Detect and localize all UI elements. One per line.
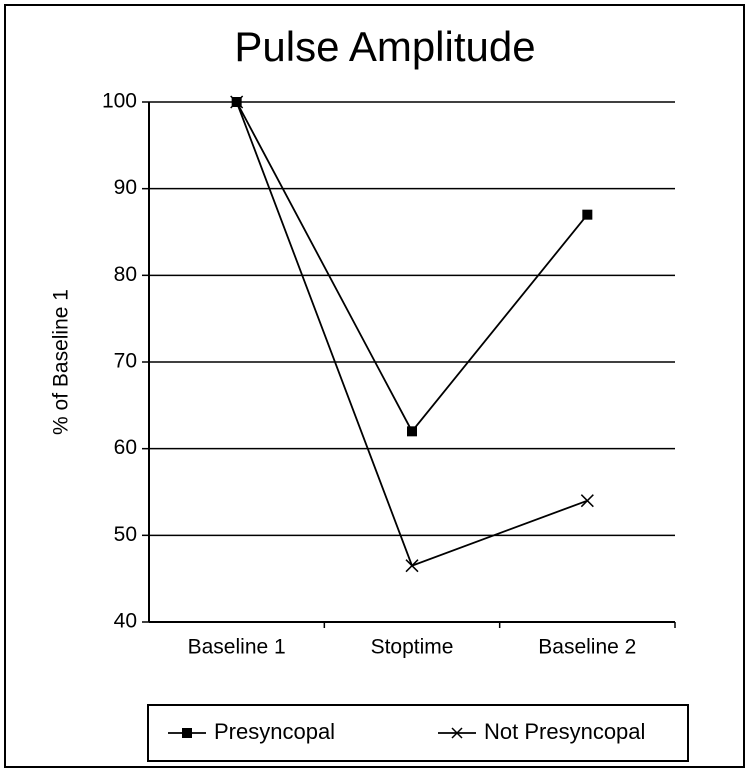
y-tick-label: 90 bbox=[114, 176, 137, 199]
y-tick-label: 80 bbox=[114, 263, 137, 286]
marker bbox=[582, 209, 593, 220]
marker bbox=[580, 494, 594, 508]
y-tick-label: 60 bbox=[114, 436, 137, 459]
x-tick-label: Baseline 1 bbox=[188, 636, 286, 659]
marker bbox=[405, 559, 419, 573]
y-tick-label: 40 bbox=[114, 610, 137, 633]
legend-label: Not Presyncopal bbox=[484, 719, 645, 744]
y-tick-label: 100 bbox=[102, 90, 137, 113]
frame bbox=[4, 4, 745, 768]
x-tick-label: Baseline 2 bbox=[538, 636, 636, 659]
series-line bbox=[235, 101, 588, 567]
y-tick-label: 50 bbox=[114, 523, 137, 546]
legend-label: Presyncopal bbox=[214, 719, 335, 744]
y-tick-label: 70 bbox=[114, 350, 137, 373]
legend-box bbox=[147, 704, 689, 762]
y-axis-label: % of Baseline 1 bbox=[50, 289, 73, 435]
legend-marker bbox=[451, 727, 463, 739]
x-tick-label: Stoptime bbox=[371, 636, 454, 659]
series-line bbox=[235, 101, 589, 433]
marker bbox=[407, 426, 417, 437]
marker bbox=[230, 95, 244, 109]
legend-marker bbox=[182, 728, 192, 738]
chart-title: Pulse Amplitude bbox=[234, 23, 535, 70]
